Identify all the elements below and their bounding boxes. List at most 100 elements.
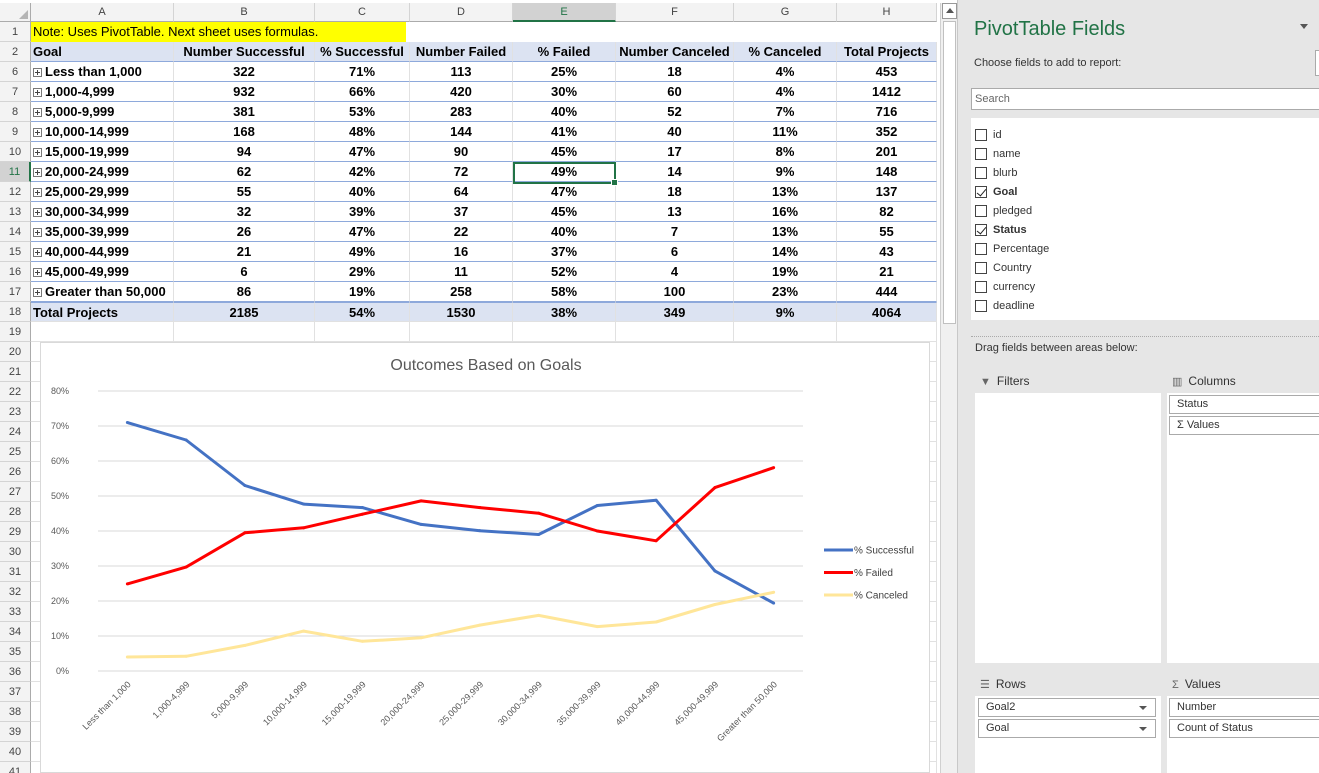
value-cell[interactable]: 18 <box>616 182 734 202</box>
row-header[interactable]: 9 <box>0 122 31 142</box>
goal-cell[interactable]: 45,000-49,999 <box>31 262 174 282</box>
value-cell[interactable]: 29% <box>315 262 410 282</box>
value-cell[interactable]: 86 <box>174 282 315 302</box>
value-cell[interactable]: Number Successful <box>174 42 315 62</box>
column-header[interactable]: C <box>315 3 410 22</box>
row-header[interactable]: 2 <box>0 42 31 62</box>
field-search-input[interactable]: Search <box>971 88 1319 110</box>
active-cell-selection[interactable] <box>513 162 618 186</box>
column-header[interactable]: D <box>410 3 513 22</box>
value-cell[interactable]: 7% <box>734 102 837 122</box>
value-cell[interactable]: 13% <box>734 222 837 242</box>
row-header[interactable]: 7 <box>0 82 31 102</box>
value-cell[interactable]: 66% <box>315 82 410 102</box>
value-cell[interactable]: 52% <box>513 262 616 282</box>
line-chart[interactable]: Outcomes Based on Goals 0% 10% 20% 30% 40% 50%… <box>40 342 930 773</box>
goal-cell[interactable]: Greater than 50,000 <box>31 282 174 302</box>
row-header[interactable]: 28 <box>0 502 31 522</box>
expand-icon[interactable] <box>33 208 42 218</box>
expand-icon[interactable] <box>33 228 42 238</box>
row-header[interactable]: 20 <box>0 342 31 362</box>
value-cell[interactable]: 40% <box>513 102 616 122</box>
value-cell[interactable]: 82 <box>837 202 937 222</box>
goal-cell[interactable]: 5,000-9,999 <box>31 102 174 122</box>
value-cell[interactable]: 52 <box>616 102 734 122</box>
empty-cell[interactable] <box>513 322 616 342</box>
value-cell[interactable]: 40 <box>616 122 734 142</box>
expand-icon[interactable] <box>33 128 42 138</box>
empty-cell[interactable] <box>616 322 734 342</box>
value-cell[interactable]: 352 <box>837 122 937 142</box>
value-cell[interactable]: 90 <box>410 142 513 162</box>
vertical-scrollbar[interactable] <box>940 3 957 773</box>
empty-cell[interactable] <box>837 322 937 342</box>
value-cell[interactable]: 94 <box>174 142 315 162</box>
value-cell[interactable]: 420 <box>410 82 513 102</box>
field-checkbox[interactable] <box>975 205 987 217</box>
value-cell[interactable]: 113 <box>410 62 513 82</box>
goal-cell[interactable]: 20,000-24,999 <box>31 162 174 182</box>
value-cell[interactable]: 13% <box>734 182 837 202</box>
value-cell[interactable]: 11% <box>734 122 837 142</box>
expand-icon[interactable] <box>33 288 42 298</box>
row-header[interactable]: 34 <box>0 622 31 642</box>
expand-icon[interactable] <box>33 88 42 98</box>
value-cell[interactable]: 7 <box>616 222 734 242</box>
field-checkbox[interactable] <box>975 224 987 236</box>
value-cell[interactable]: 14 <box>616 162 734 182</box>
value-cell[interactable]: 47% <box>315 142 410 162</box>
row-header[interactable]: 18 <box>0 302 31 322</box>
row-header[interactable]: 6 <box>0 62 31 82</box>
value-cell[interactable]: 45% <box>513 142 616 162</box>
value-cell[interactable]: 2185 <box>174 302 315 322</box>
value-cell[interactable]: 23% <box>734 282 837 302</box>
value-cell[interactable]: 8% <box>734 142 837 162</box>
value-cell[interactable]: 19% <box>734 262 837 282</box>
value-cell[interactable]: 54% <box>315 302 410 322</box>
row-header[interactable]: 12 <box>0 182 31 202</box>
row-header[interactable]: 32 <box>0 582 31 602</box>
value-cell[interactable]: 21 <box>837 262 937 282</box>
value-cell[interactable]: 168 <box>174 122 315 142</box>
value-cell[interactable]: 49% <box>315 242 410 262</box>
value-cell[interactable]: 444 <box>837 282 937 302</box>
chevron-down-icon[interactable] <box>1139 727 1147 731</box>
row-header[interactable]: 10 <box>0 142 31 162</box>
value-cell[interactable]: 32 <box>174 202 315 222</box>
column-header[interactable]: F <box>616 3 734 22</box>
field-checkbox[interactable] <box>975 300 987 312</box>
value-cell[interactable]: 71% <box>315 62 410 82</box>
expand-icon[interactable] <box>33 148 42 158</box>
field-checkbox[interactable] <box>975 148 987 160</box>
value-cell[interactable]: 21 <box>174 242 315 262</box>
value-cell[interactable]: 48% <box>315 122 410 142</box>
value-cell[interactable]: 47% <box>315 222 410 242</box>
value-cell[interactable]: 14% <box>734 242 837 262</box>
field-checkbox[interactable] <box>975 262 987 274</box>
value-cell[interactable]: 60 <box>616 82 734 102</box>
value-cell[interactable]: % Successful <box>315 42 410 62</box>
value-cell[interactable]: 283 <box>410 102 513 122</box>
goal-cell[interactable]: Total Projects <box>31 302 174 322</box>
goal-cell[interactable]: 25,000-29,999 <box>31 182 174 202</box>
goal-cell[interactable]: 15,000-19,999 <box>31 142 174 162</box>
row-header[interactable]: 15 <box>0 242 31 262</box>
empty-cell[interactable] <box>31 322 174 342</box>
empty-cell[interactable] <box>410 322 513 342</box>
empty-cell[interactable] <box>174 322 315 342</box>
column-header[interactable]: E <box>513 3 616 22</box>
column-header[interactable]: B <box>174 3 315 22</box>
expand-icon[interactable] <box>33 68 42 78</box>
value-cell[interactable]: 58% <box>513 282 616 302</box>
field-checkbox[interactable] <box>975 281 987 293</box>
expand-icon[interactable] <box>33 188 42 198</box>
value-cell[interactable]: 100 <box>616 282 734 302</box>
value-cell[interactable]: 9% <box>734 302 837 322</box>
row-header[interactable]: 22 <box>0 382 31 402</box>
value-cell[interactable]: 40% <box>315 182 410 202</box>
value-cell[interactable]: 43 <box>837 242 937 262</box>
value-cell[interactable]: 9% <box>734 162 837 182</box>
value-cell[interactable]: 40% <box>513 222 616 242</box>
value-cell[interactable]: 4% <box>734 82 837 102</box>
value-cell[interactable]: 1530 <box>410 302 513 322</box>
